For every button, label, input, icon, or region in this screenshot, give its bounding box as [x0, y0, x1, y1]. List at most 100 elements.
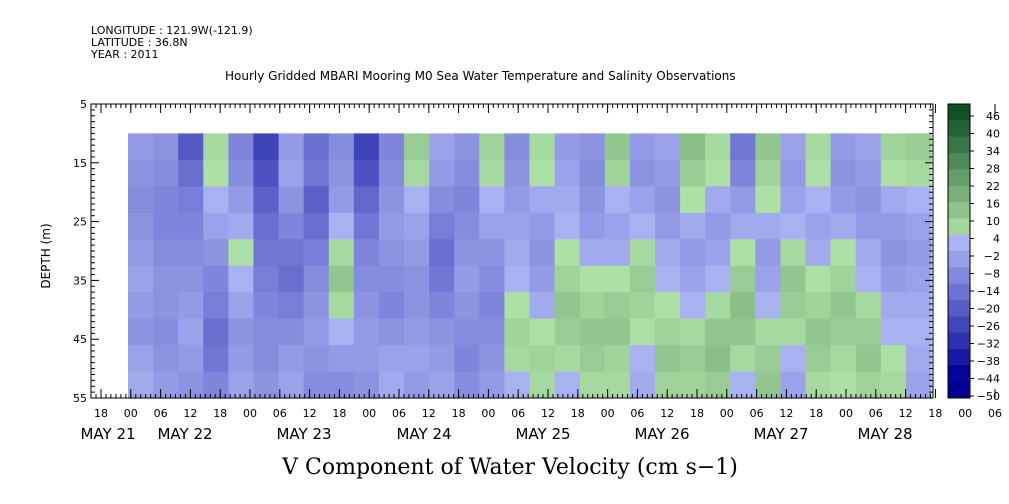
- heatmap-cell: [705, 265, 731, 293]
- heatmap-cell: [905, 186, 932, 214]
- heatmap-cell: [253, 265, 280, 293]
- heatmap-cell: [529, 159, 556, 187]
- heatmap-cell: [579, 133, 606, 161]
- heatmap-cell: [404, 159, 430, 187]
- heatmap-cell: [504, 186, 531, 214]
- x-axis-label: V Component of Water Velocity (cm s−1): [282, 455, 738, 480]
- heatmap-cell: [880, 186, 907, 214]
- heatmap-cell: [830, 345, 857, 373]
- heatmap-cell: [178, 239, 204, 267]
- x-hour-label: 06: [750, 407, 764, 420]
- heatmap-cell: [203, 292, 229, 320]
- heatmap-cell: [604, 318, 631, 346]
- heatmap-cell: [253, 292, 280, 320]
- heatmap-cell: [178, 186, 204, 214]
- heatmap-cell: [378, 265, 405, 293]
- x-hour-label: 00: [601, 407, 615, 420]
- heatmap-cell: [629, 345, 656, 373]
- heatmap-cell: [353, 239, 380, 267]
- heatmap-cell: [353, 212, 380, 240]
- heatmap-cell: [604, 265, 631, 293]
- heatmap-cell: [504, 292, 531, 320]
- heatmap-cell: [654, 186, 681, 214]
- heatmap-cell: [253, 212, 280, 240]
- heatmap-cell: [529, 318, 556, 346]
- heatmap-cell: [604, 345, 631, 373]
- colorbar-swatch: [948, 234, 970, 252]
- colorbar-swatch: [948, 332, 970, 350]
- heatmap-cell: [404, 186, 430, 214]
- heatmap-cell: [479, 159, 505, 187]
- x-hour-label: 00: [958, 407, 972, 420]
- colorbar-swatch: [948, 267, 970, 285]
- heatmap-cell: [303, 212, 330, 240]
- heatmap-cell: [705, 345, 731, 373]
- x-hour-label: 12: [541, 407, 555, 420]
- x-axis-ticks: 18 00 06 12 18 00 06 12 18 00 06 12 18 00 06 12 18 00 06 12…: [80, 104, 1002, 443]
- heatmap-cell: [303, 133, 330, 161]
- colorbar-label: −8: [984, 268, 1000, 281]
- heatmap-cell: [454, 133, 480, 161]
- heatmap-cell: [454, 186, 480, 214]
- heatmap-cell: [905, 133, 932, 161]
- heatmap-cell: [780, 159, 807, 187]
- heatmap-cell: [730, 292, 756, 320]
- heatmap-cell: [128, 159, 154, 187]
- heatmap-cell: [378, 292, 405, 320]
- y-tick-label: 5: [80, 98, 87, 111]
- heatmap-cell: [855, 159, 882, 187]
- heatmap-cell: [880, 345, 907, 373]
- heatmap-cell: [378, 133, 405, 161]
- heatmap-cell: [328, 239, 355, 267]
- heatmap-cell: [654, 265, 681, 293]
- latitude-label: LATITUDE : 36.8N: [91, 36, 188, 49]
- heatmap-cell: [228, 318, 255, 346]
- heatmap-cell: [755, 371, 782, 399]
- heatmap-cell: [755, 265, 782, 293]
- colorbar-swatch: [948, 104, 970, 121]
- heatmap-cell: [128, 345, 154, 373]
- heatmap-cell: [579, 212, 606, 240]
- heatmap-cell: [730, 186, 756, 214]
- heatmap-cell: [629, 292, 656, 320]
- heatmap-cell: [805, 133, 832, 161]
- x-day-label: MAY 23: [276, 425, 331, 443]
- heatmap-cell: [479, 133, 505, 161]
- heatmap-cell: [128, 265, 154, 293]
- heatmap-cell: [429, 318, 455, 346]
- heatmap-cell: [830, 133, 857, 161]
- heatmap-cell: [303, 318, 330, 346]
- heatmap-cell: [604, 133, 631, 161]
- heatmap-cell: [178, 133, 204, 161]
- heatmap-cell: [880, 292, 907, 320]
- heatmap-cell: [529, 186, 556, 214]
- colorbar-border: [947, 103, 971, 399]
- x-hour-label: 06: [273, 407, 287, 420]
- heatmap-cell: [654, 292, 681, 320]
- heatmap-cell: [328, 345, 355, 373]
- x-hour-label: 06: [511, 407, 525, 420]
- colorbar-label: 34: [986, 145, 1000, 158]
- heatmap-cell: [328, 133, 355, 161]
- heatmap-cell: [830, 212, 857, 240]
- heatmap-cell: [905, 318, 932, 346]
- x-hour-label: 00: [720, 407, 734, 420]
- heatmap-cell: [604, 159, 631, 187]
- heatmap-cell: [253, 159, 280, 187]
- heatmap-cell: [654, 133, 681, 161]
- heatmap-cell: [429, 159, 455, 187]
- heatmap-cell: [705, 212, 731, 240]
- heatmap-cell: [128, 318, 154, 346]
- longitude-label: LONGITUDE : 121.9W(-121.9): [91, 24, 253, 37]
- heatmap-cell: [504, 239, 531, 267]
- heatmap-cell: [153, 159, 179, 187]
- heatmap-cell: [278, 133, 305, 161]
- colorbar-swatch: [948, 202, 970, 219]
- x-hour-label: 06: [154, 407, 168, 420]
- heatmap-cell: [429, 371, 455, 399]
- heatmap-cell: [278, 265, 305, 293]
- heatmap-cell: [228, 292, 255, 320]
- heatmap-cells: [128, 133, 932, 399]
- heatmap-cell: [730, 345, 756, 373]
- heatmap-cell: [755, 239, 782, 267]
